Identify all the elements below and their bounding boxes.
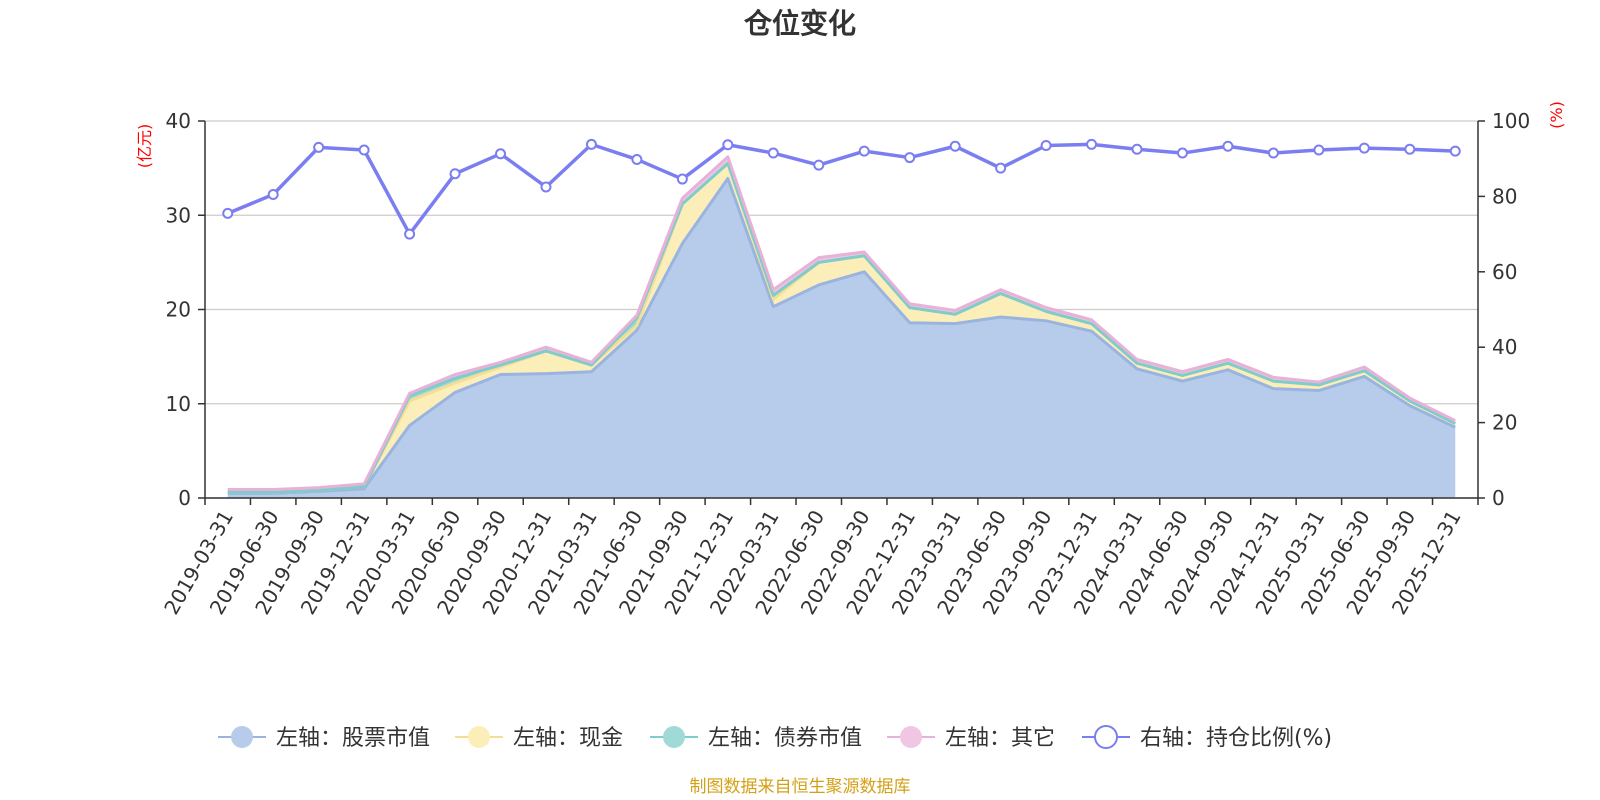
left-axis-tick-label: 30 — [166, 203, 191, 227]
right-axis-tick-label: 0 — [1492, 486, 1505, 510]
ratio-point — [1267, 147, 1279, 159]
ratio-point — [404, 228, 416, 240]
area-line-左轴：股票市值 — [227, 176, 1456, 495]
ratio-point — [313, 141, 325, 153]
area-line-左轴：其它 — [227, 155, 1456, 492]
right-axis-tick-label: 100 — [1492, 109, 1530, 133]
left-axis-tick-label: 40 — [166, 109, 191, 133]
legend-label: 左轴：股票市值 — [276, 726, 430, 751]
ratio-point — [222, 207, 234, 219]
legend-item: 左轴：股票市值 — [218, 726, 430, 751]
stacked-areas — [227, 155, 1456, 498]
left-axis-tick-label: 20 — [166, 298, 191, 322]
legend-marker — [663, 726, 685, 748]
left-axis-tick-label: 0 — [178, 486, 191, 510]
right-axis-tick-label: 60 — [1492, 260, 1517, 284]
right-axis-tick-label: 80 — [1492, 184, 1517, 208]
ratio-point — [631, 153, 643, 165]
legend-item: 左轴：债券市值 — [650, 726, 862, 751]
ratio-point — [676, 173, 688, 185]
legend-marker — [900, 726, 922, 748]
ratio-point — [540, 181, 552, 193]
ratio-point — [449, 168, 461, 180]
ratio-point — [1449, 145, 1461, 157]
chart-title: 仓位变化 — [744, 7, 856, 40]
legend-marker — [231, 726, 253, 748]
area-左轴：股票市值 — [227, 178, 1456, 498]
area-line-左轴：债券市值 — [227, 161, 1456, 494]
ratio-point — [858, 145, 870, 157]
ratio-line-path — [227, 142, 1456, 236]
ratio-point — [585, 138, 597, 150]
legend-label: 左轴：其它 — [945, 726, 1055, 751]
ratio-point — [813, 159, 825, 171]
ratio-point — [267, 189, 279, 201]
legend-label: 右轴：持仓比例(%) — [1140, 726, 1332, 751]
legend-item: 左轴：现金 — [455, 726, 623, 751]
left-axis-unit: (亿元) — [135, 124, 154, 169]
right-axis-unit: (%) — [1547, 101, 1566, 129]
ratio-point — [995, 162, 1007, 174]
legend-label: 左轴：现金 — [513, 726, 623, 751]
legend-item: 右轴：持仓比例(%) — [1082, 725, 1332, 751]
source-note: 制图数据来自恒生聚源数据库 — [690, 777, 911, 797]
ratio-point — [1404, 143, 1416, 155]
legend-label: 左轴：债券市值 — [708, 726, 862, 751]
ratio-point — [1358, 142, 1370, 154]
ratio-point — [1086, 138, 1098, 150]
ratio-point — [722, 139, 734, 151]
ratio-point — [949, 140, 961, 152]
legend-marker — [468, 726, 490, 748]
legend-marker — [1094, 725, 1118, 749]
ratio-point — [495, 148, 507, 160]
ratio-point — [358, 144, 370, 156]
ratio-point — [1313, 144, 1325, 156]
ratio-point — [1222, 140, 1234, 152]
left-axis-tick-label: 10 — [166, 392, 191, 416]
right-axis-tick-label: 20 — [1492, 411, 1517, 435]
ratio-point — [1131, 143, 1143, 155]
legend: 左轴：股票市值 左轴：现金 左轴：债券市值 左轴：其它 右轴：持仓比例(%) — [218, 725, 1332, 751]
ratio-point — [904, 152, 916, 164]
ratio-point — [1176, 147, 1188, 159]
ratio-point — [767, 147, 779, 159]
ratio-point — [1040, 140, 1052, 152]
legend-item: 左轴：其它 — [887, 726, 1055, 751]
right-axis-tick-label: 40 — [1492, 335, 1517, 359]
ratio-line — [222, 138, 1461, 240]
